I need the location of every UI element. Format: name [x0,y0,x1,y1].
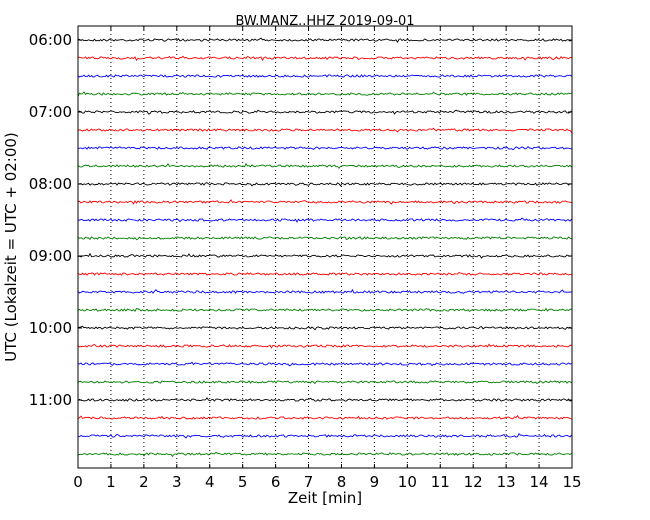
trace-0800 [77,182,572,187]
trace-1000 [77,325,572,331]
trace-1030 [77,361,572,367]
x-tick-label: 0 [73,473,83,491]
x-tick-label: 12 [464,473,483,491]
trace-1045 [77,380,572,385]
trace-0630 [77,74,572,78]
y-tick-label: 09:00 [29,247,72,265]
y-tick-label: 06:00 [29,31,72,49]
x-tick-label: 10 [398,473,417,491]
trace-0615 [77,55,572,62]
x-tick-label: 6 [271,473,281,491]
x-tick-label: 3 [172,473,182,491]
x-tick-label: 11 [431,473,450,491]
traces [77,37,572,458]
plot-frame [77,25,573,469]
trace-1115 [77,414,572,420]
grid-lines [110,26,540,468]
x-tick-label: 1 [106,473,116,491]
trace-0715 [77,127,572,133]
trace-0915 [77,272,572,276]
trace-0845 [77,236,572,241]
trace-0645 [77,91,572,97]
x-axis-label: Zeit [min] [288,489,362,507]
trace-0945 [77,307,572,313]
chart-title: BW.MANZ..HHZ 2019-09-01 [235,14,414,29]
y-tick-label: 07:00 [29,103,72,121]
trace-0815 [77,199,572,205]
trace-0730 [77,145,572,151]
trace-0930 [77,288,572,294]
trace-1100 [77,397,572,402]
x-tick-label: 15 [562,473,581,491]
trace-0745 [77,162,572,169]
x-axis: 0 1 2 3 4 5 6 7 8 9 10 11 12 13 14 15 [73,26,582,491]
x-tick-label: 4 [205,473,215,491]
trace-0700 [77,109,572,115]
trace-1130 [77,432,572,439]
y-tick-label: 11:00 [29,391,72,409]
x-tick-label: 13 [497,473,516,491]
x-tick-label: 2 [139,473,149,491]
trace-1015 [77,343,572,349]
x-tick-label: 5 [238,473,248,491]
x-tick-label: 7 [304,473,314,491]
trace-1145 [77,451,572,458]
y-tick-label: 08:00 [29,175,72,193]
y-axis-label: UTC (Lokalzeit = UTC + 02:00) [2,132,20,362]
trace-0830 [77,217,572,223]
trace-0600 [77,37,572,44]
x-tick-label: 8 [337,473,347,491]
trace-0900 [77,252,572,259]
x-tick-label: 14 [530,473,549,491]
x-tick-label: 9 [370,473,380,491]
y-tick-label: 10:00 [29,319,72,337]
y-axis: 06:00 07:00 08:00 09:00 10:00 11:00 [29,31,572,409]
